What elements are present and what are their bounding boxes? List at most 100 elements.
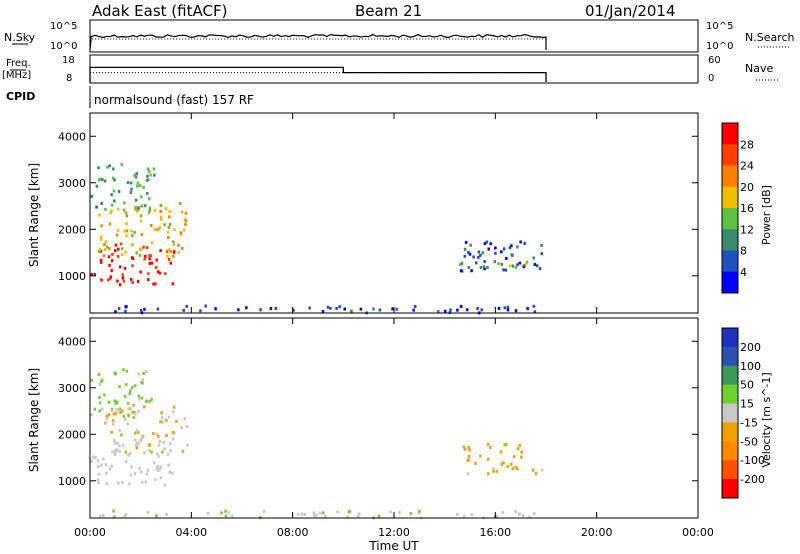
data-cell [172, 254, 175, 258]
data-cell [110, 269, 113, 273]
data-cell [168, 470, 172, 474]
data-cell [135, 446, 139, 450]
data-cell [533, 310, 537, 314]
data-cell [99, 260, 103, 264]
noise-panel: N.Sky 10^5 10^0 10^5 10^0 N.Search [4, 19, 795, 53]
data-cell [414, 304, 417, 308]
data-cell [418, 509, 421, 513]
data-cell [147, 278, 150, 282]
data-cell [462, 515, 466, 519]
data-cell [112, 412, 116, 416]
data-cell [510, 244, 513, 248]
data-cell [224, 509, 227, 513]
data-cell [147, 170, 151, 174]
data-cell [468, 252, 472, 256]
data-cell [107, 255, 111, 259]
colorbar-swatch [722, 328, 738, 348]
colorbar-swatch [722, 208, 738, 230]
colorbar-tick: -15 [740, 416, 758, 429]
data-cell [118, 265, 122, 269]
data-cell [114, 441, 117, 445]
data-cell [470, 269, 473, 273]
data-cell [168, 222, 172, 226]
x-tick-label: 16:00 [479, 526, 511, 539]
radar-title: Adak East (fitACF) [92, 2, 228, 20]
data-cell [343, 307, 346, 311]
data-cell [146, 510, 150, 514]
data-cell [112, 167, 115, 171]
data-cell [469, 243, 472, 247]
data-cell [336, 510, 339, 514]
data-cell [463, 247, 467, 251]
data-cell [142, 185, 145, 189]
data-cell [91, 455, 95, 459]
data-cell [134, 431, 137, 435]
data-cell [104, 207, 107, 211]
data-cell [114, 249, 117, 253]
data-cell [148, 197, 151, 201]
data-cell [119, 410, 122, 414]
freq-label-2: [MHz] [2, 70, 31, 81]
y-tick-label: 3000 [58, 177, 86, 190]
data-cell [456, 308, 459, 312]
data-cell [169, 449, 172, 453]
data-cell [140, 381, 143, 385]
data-cell [181, 449, 185, 453]
data-cell [131, 386, 134, 390]
data-cell [97, 166, 100, 170]
data-cell [462, 445, 466, 449]
data-cell [155, 466, 158, 470]
data-cell [118, 385, 121, 389]
data-cell [472, 255, 475, 259]
data-cell [158, 440, 162, 444]
data-cell [137, 409, 140, 413]
data-cell [126, 401, 130, 405]
data-cell [129, 452, 132, 456]
data-cell [150, 241, 154, 245]
data-cell [477, 250, 481, 254]
data-cell [329, 306, 332, 310]
data-cell [155, 432, 159, 436]
freq-tick-left-high: 18 [62, 55, 75, 66]
data-cell [514, 309, 518, 313]
data-cell [171, 437, 175, 441]
data-cell [102, 513, 105, 517]
data-cell [135, 251, 138, 255]
data-cell [184, 223, 187, 227]
data-cell [148, 448, 151, 452]
data-cell [357, 512, 361, 516]
data-cell [122, 368, 125, 372]
data-cell [133, 173, 136, 177]
data-cell [95, 205, 98, 209]
colorbar-swatch [722, 441, 738, 461]
data-cell [156, 469, 160, 473]
data-cell [182, 228, 186, 232]
data-cell [130, 277, 133, 281]
data-cell [492, 469, 495, 473]
data-cell [412, 308, 415, 312]
data-cell [134, 175, 138, 179]
data-cell [533, 263, 537, 267]
data-cell [409, 512, 413, 516]
noise-right-label: N.Search [745, 31, 795, 44]
freq-tick-right-low: 0 [708, 73, 714, 84]
data-cell [137, 372, 140, 376]
data-cell [137, 394, 141, 398]
data-cell [131, 280, 134, 284]
data-cell [135, 209, 139, 213]
data-cell [167, 225, 171, 229]
data-cell [528, 515, 531, 519]
data-cell [163, 483, 167, 487]
data-cell [129, 190, 133, 194]
data-cell [479, 253, 482, 257]
data-cell [514, 265, 518, 269]
data-cell [154, 265, 158, 269]
x-tick-label: 08:00 [277, 526, 309, 539]
data-cell [165, 434, 168, 438]
data-cell [112, 189, 116, 193]
data-cell [124, 211, 128, 215]
data-cell [506, 308, 510, 312]
data-cell [116, 207, 120, 211]
colorbar-tick: 200 [740, 341, 761, 354]
data-cell [464, 241, 468, 245]
